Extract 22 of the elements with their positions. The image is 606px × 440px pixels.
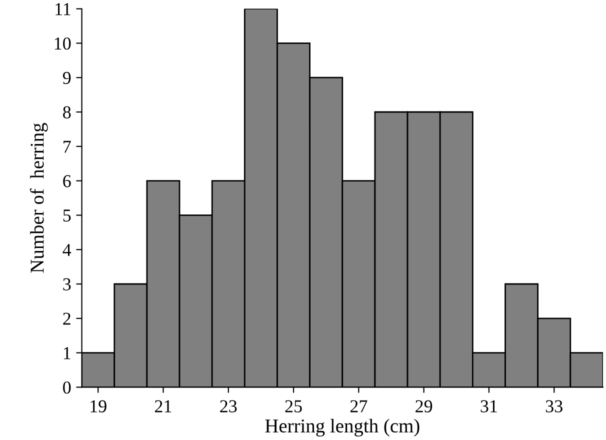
y-tick-label: 11 <box>56 3 70 16</box>
y-tick-label: 0 <box>63 381 71 394</box>
x-tick-label: 29 <box>416 400 432 412</box>
y-tick-label: 1 <box>64 347 70 360</box>
x-tick-label: 33 <box>546 400 562 412</box>
y-tick-label: 7 <box>64 140 71 153</box>
y-tick-label: 4 <box>62 244 72 256</box>
y-tick-label: 2 <box>63 312 70 325</box>
x-axis-title: Herring length (cm) <box>265 418 420 437</box>
x-tick-label: 23 <box>220 400 237 412</box>
y-axis-title: Number of herring <box>30 123 48 273</box>
x-tick-label: 25 <box>285 400 302 412</box>
y-tick-label: 9 <box>62 72 71 84</box>
y-tick-label: 6 <box>63 175 71 188</box>
x-tick-label: 21 <box>155 400 172 412</box>
y-tick-label: 8 <box>63 106 71 118</box>
y-tick-label: 5 <box>63 210 71 222</box>
x-tick-label: 27 <box>350 400 368 412</box>
x-tick-label: 19 <box>90 400 106 412</box>
x-tick-label: 31 <box>480 400 497 412</box>
y-tick-label: 3 <box>63 278 71 290</box>
y-tick-label: 10 <box>54 37 71 50</box>
